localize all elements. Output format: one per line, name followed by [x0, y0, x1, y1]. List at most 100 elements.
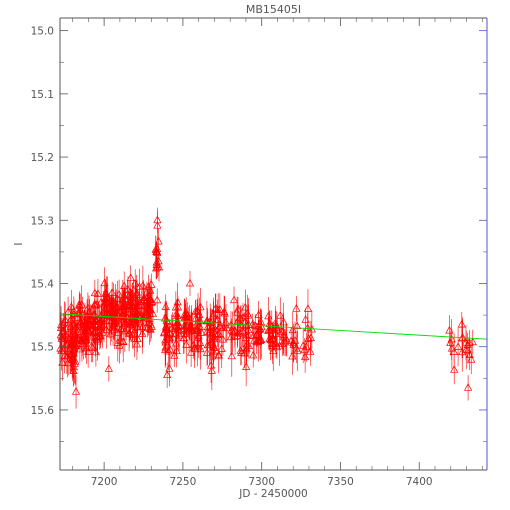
point-marker	[292, 343, 301, 352]
point-marker	[289, 338, 298, 347]
point-marker	[77, 300, 86, 308]
point-marker	[123, 285, 133, 293]
point-marker	[279, 332, 288, 341]
point-marker	[165, 364, 174, 372]
point-marker	[239, 327, 248, 336]
data-point	[68, 321, 77, 364]
point-marker	[88, 343, 97, 351]
fit-line	[59, 313, 488, 340]
point-marker	[69, 306, 78, 314]
point-marker	[306, 333, 315, 342]
data-point	[468, 329, 477, 355]
point-marker	[187, 320, 196, 329]
data-point	[185, 270, 195, 297]
point-marker	[84, 307, 94, 315]
data-point	[70, 320, 79, 351]
data-point	[306, 320, 315, 356]
data-point	[186, 313, 196, 346]
point-marker	[75, 301, 84, 309]
data-point	[146, 317, 155, 342]
data-point	[85, 311, 95, 339]
point-marker	[161, 345, 170, 354]
data-point	[300, 338, 309, 362]
y-tick-label: 15.1	[31, 89, 54, 101]
data-point	[208, 326, 217, 361]
point-marker	[75, 320, 84, 328]
data-point	[173, 296, 183, 319]
point-marker	[220, 308, 229, 317]
data-point	[171, 311, 180, 343]
point-marker	[66, 350, 75, 359]
point-marker	[112, 311, 121, 319]
point-marker	[108, 307, 117, 315]
point-marker	[233, 304, 243, 313]
point-marker	[153, 215, 162, 224]
data-point	[84, 295, 94, 329]
point-marker	[125, 290, 134, 299]
data-point	[292, 314, 302, 339]
data-point	[165, 351, 174, 387]
data-point	[231, 318, 240, 355]
point-marker	[77, 334, 86, 343]
data-point	[236, 336, 245, 366]
data-point	[125, 280, 134, 311]
point-marker	[183, 310, 192, 319]
point-marker	[209, 346, 218, 355]
chart-title: MB15405I	[246, 3, 301, 16]
data-point	[465, 330, 474, 356]
point-marker	[64, 307, 73, 316]
data-point	[464, 375, 473, 401]
point-marker	[85, 320, 95, 329]
point-marker	[144, 318, 153, 327]
point-marker	[148, 297, 157, 305]
point-marker	[292, 321, 302, 330]
data-point	[187, 305, 196, 346]
data-point	[129, 307, 138, 334]
point-marker	[111, 303, 120, 312]
data-point	[66, 338, 75, 372]
data-point	[453, 327, 463, 367]
data-point	[105, 304, 114, 339]
x-tick-label: 7400	[406, 476, 433, 488]
y-tick-label: 15.0	[31, 26, 54, 38]
point-marker	[180, 312, 189, 321]
data-point	[191, 299, 200, 338]
point-marker	[196, 344, 205, 353]
point-marker	[108, 322, 118, 331]
point-marker	[450, 365, 459, 373]
point-marker	[271, 329, 280, 337]
point-marker	[180, 329, 189, 337]
point-marker	[160, 327, 169, 336]
data-point	[196, 304, 205, 338]
data-point	[213, 323, 222, 348]
data-point	[462, 330, 471, 370]
point-marker	[213, 330, 222, 338]
point-marker	[132, 319, 141, 327]
point-marker	[465, 338, 474, 346]
data-point	[56, 306, 66, 344]
point-marker	[467, 354, 476, 363]
data-point	[113, 315, 123, 351]
data-point	[77, 321, 86, 358]
point-marker	[59, 326, 68, 334]
data-point	[257, 321, 266, 359]
data-point	[132, 329, 142, 360]
point-marker	[257, 335, 266, 343]
point-marker	[126, 273, 135, 281]
data-point	[87, 305, 96, 334]
y-tick-label: 15.6	[31, 405, 55, 417]
x-tick-label: 7350	[327, 476, 354, 488]
point-marker	[172, 321, 181, 330]
data-point	[135, 268, 144, 306]
data-point	[154, 253, 164, 282]
y-tick-label: 15.3	[31, 215, 54, 227]
point-marker	[229, 295, 239, 304]
data-point	[104, 356, 113, 382]
data-point	[271, 311, 280, 341]
data-point	[190, 330, 199, 369]
data-point	[180, 320, 189, 348]
point-marker	[203, 340, 212, 349]
data-point	[196, 287, 205, 327]
data-point	[210, 320, 219, 354]
